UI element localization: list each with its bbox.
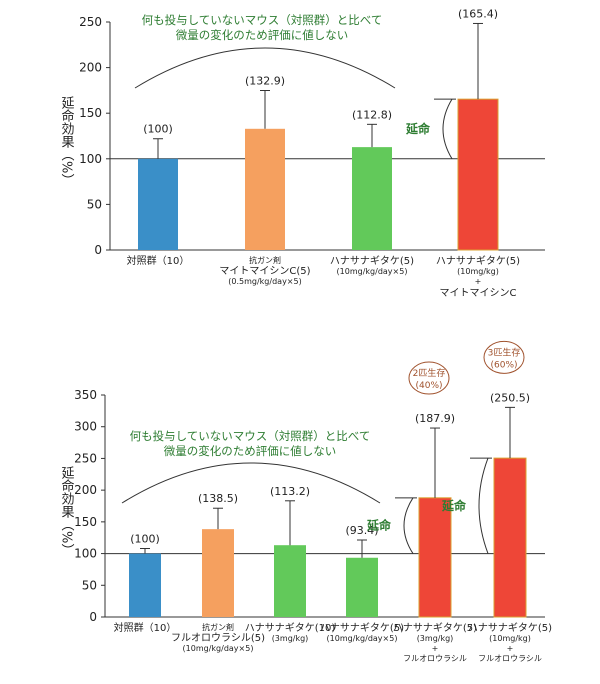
y-tick-label: 300 xyxy=(74,420,97,434)
y-tick-label: 0 xyxy=(89,610,97,624)
data-label: (165.4) xyxy=(458,7,498,20)
bar-5 xyxy=(418,497,452,618)
data-label: (138.5) xyxy=(198,492,238,505)
extension-bracket xyxy=(478,457,489,554)
category-sublabel: (10mg/kg/day×5) xyxy=(183,644,254,653)
category-sublabel: + xyxy=(507,644,514,653)
category-label: ハナサナギタケ(5) xyxy=(393,622,477,634)
data-label: (112.8) xyxy=(352,108,392,121)
category-label: 対照群（10） xyxy=(127,254,190,267)
data-label: (93.4) xyxy=(345,524,378,537)
survival-bubble xyxy=(483,340,525,374)
extension-bracket xyxy=(442,98,453,160)
category-prefix: 抗ガン剤 xyxy=(249,255,281,265)
extension-bracket xyxy=(403,497,414,554)
category-label: ハナサナギタケ(5) xyxy=(468,622,552,634)
y-tick-label: 50 xyxy=(87,197,102,211)
category-sublabel: (10mg/kg) xyxy=(489,634,531,643)
category-sublabel: (3mg/kg) xyxy=(417,634,454,643)
y-tick-label: 50 xyxy=(82,578,97,592)
annotation-arc xyxy=(134,47,396,89)
y-tick-label: 100 xyxy=(79,152,102,166)
y-tick-label: 250 xyxy=(74,451,97,465)
category-label: ハナサナギタケ(5) xyxy=(436,255,520,267)
annotation-line: 何も投与していないマウス（対照群）と比べて xyxy=(142,13,383,27)
bar-3 xyxy=(352,147,392,250)
category-suffix: マイトマイシンC xyxy=(440,288,517,299)
y-tick-label: 150 xyxy=(79,106,102,120)
category-sublabel: フルオロウラシル xyxy=(403,654,467,663)
annotation-line: 微量の変化のため評価に値しない xyxy=(164,444,337,458)
bar-2 xyxy=(202,529,234,617)
y-tick-label: 350 xyxy=(74,388,97,402)
annotation-line: 微量の変化のため評価に値しない xyxy=(176,28,349,42)
extension-label: 延命 xyxy=(366,518,392,533)
extension-label: 延命 xyxy=(441,498,467,513)
category-sublabel: (10mg/kg/day×5) xyxy=(337,267,408,276)
y-axis-label: 延命効果（%） xyxy=(59,96,75,186)
bar-3 xyxy=(274,545,306,617)
category-label: フルオロウラシル(5) xyxy=(171,632,265,644)
category-sublabel: + xyxy=(475,277,482,286)
y-tick-label: 200 xyxy=(79,61,102,75)
bar-2 xyxy=(245,128,285,250)
data-label: (187.9) xyxy=(415,412,455,425)
annotation-arc xyxy=(121,462,381,504)
data-label: (250.5) xyxy=(490,391,530,404)
survival-percent: (60%) xyxy=(490,360,517,370)
y-tick-label: 200 xyxy=(74,483,97,497)
survival-text: 2匹生存 xyxy=(413,367,446,379)
y-axis-label: 延命効果（%） xyxy=(59,466,75,556)
category-prefix: 抗ガン剤 xyxy=(202,622,234,632)
bar-1 xyxy=(138,158,178,250)
bar-1 xyxy=(129,553,161,617)
chart-1: 0 50 100 150 200 250 延命効果（%） (100) 対照群（10） (132.9… xyxy=(59,7,545,299)
data-label: (132.9) xyxy=(245,74,285,87)
survival-percent: (40%) xyxy=(415,381,442,391)
category-label: 対照群（10） xyxy=(114,621,177,634)
category-sublabel: (10mg/kg/day×5) xyxy=(327,634,398,643)
y-tick-label: 150 xyxy=(74,515,97,529)
category-sublabel: + xyxy=(432,644,439,653)
category-label: ハナサナギタケ(5) xyxy=(320,622,404,634)
chart-2: 0 50 100 150 200 250 300 350 延命効果（%） (100) 対照群（10）… xyxy=(59,340,552,663)
category-sublabel: フルオロウラシル xyxy=(478,654,542,663)
category-sublabel: (10mg/kg) xyxy=(457,267,499,276)
bar-4 xyxy=(346,557,378,617)
category-label: ハナサナギタケ(10) xyxy=(245,622,336,634)
annotation-line: 何も投与していないマウス（対照群）と比べて xyxy=(130,429,371,443)
bar-6 xyxy=(493,457,527,618)
category-label: マイトマイシンC(5) xyxy=(219,266,310,277)
survival-bubble xyxy=(408,361,450,395)
data-label: (100) xyxy=(130,532,160,545)
survival-text: 3匹生存 xyxy=(488,346,521,358)
category-label: ハナサナギタケ(5) xyxy=(330,255,414,267)
extension-label: 延命 xyxy=(405,121,431,136)
category-sublabel: (3mg/kg) xyxy=(272,634,309,643)
category-sublabel: (0.5mg/kg/day×5) xyxy=(228,277,301,286)
bar-4 xyxy=(457,98,499,251)
y-tick-label: 250 xyxy=(79,15,102,29)
y-tick-label: 100 xyxy=(74,547,97,561)
data-label: (100) xyxy=(143,123,173,136)
data-label: (113.2) xyxy=(270,485,310,498)
y-tick-label: 0 xyxy=(94,243,102,257)
